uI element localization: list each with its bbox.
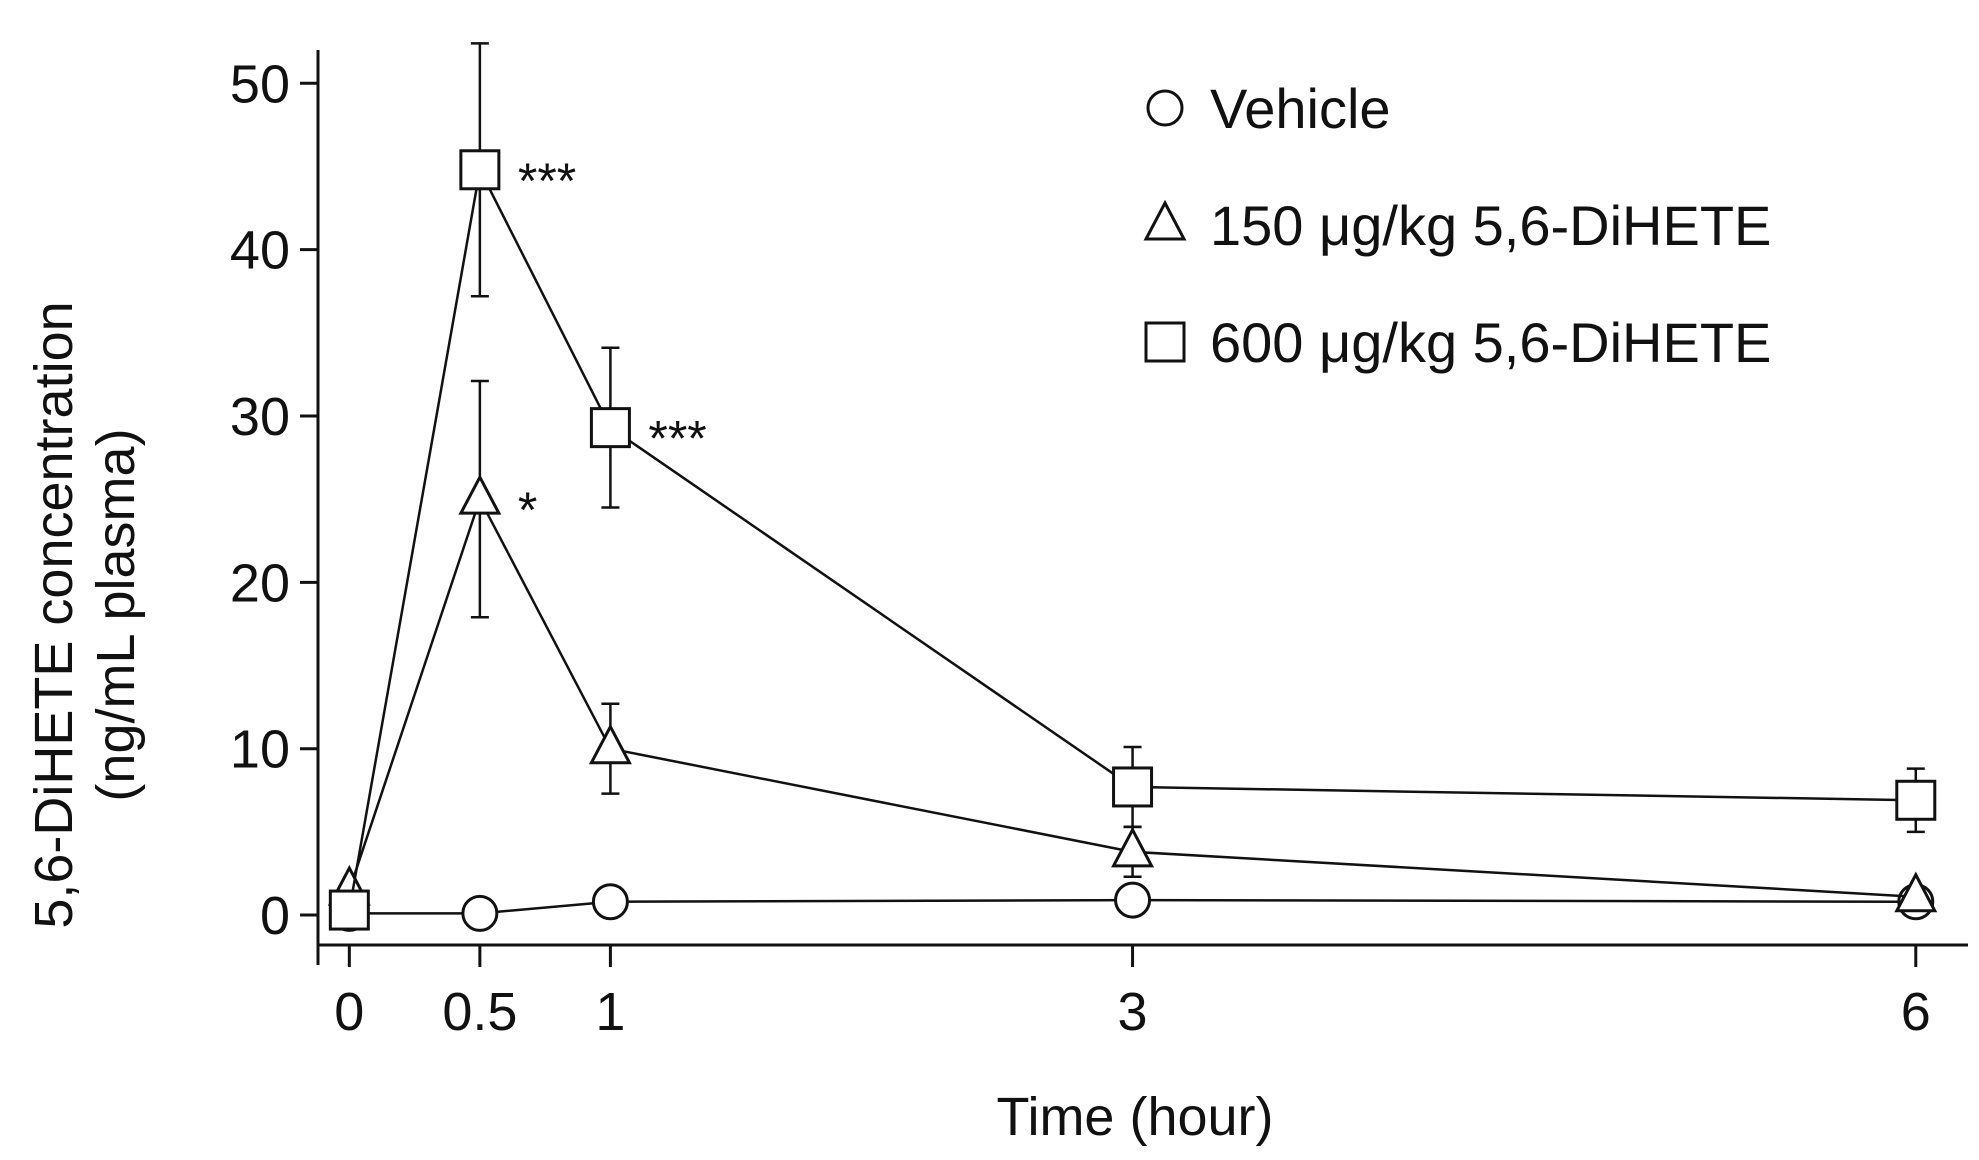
data-point-triangle	[588, 723, 632, 765]
y-tick-label: 10	[230, 720, 290, 780]
data-point-square	[459, 149, 501, 191]
data-point-square	[1895, 779, 1937, 821]
data-point-triangle	[458, 473, 502, 515]
significance-annotation: *	[518, 482, 537, 538]
series-layer	[327, 42, 1938, 932]
x-tick-label: 1	[595, 982, 625, 1042]
x-tick-label: 0.5	[442, 982, 517, 1042]
significance-annotation: ***	[648, 411, 706, 467]
significance-annotation: ***	[518, 153, 576, 209]
y-axis-title-line2: (ng/mL plasma)	[86, 428, 146, 801]
legend-marker-square	[1144, 321, 1186, 363]
legend-item: 600 μg/kg 5,6-DiHETE	[1144, 311, 1771, 374]
x-tick-label: 0	[334, 982, 364, 1042]
data-point-square	[589, 407, 631, 449]
y-tick-label: 50	[230, 54, 290, 114]
y-axis-title: 5,6-DiHETE concentration (ng/mL plasma)	[24, 301, 146, 928]
legend-marker-circle	[1146, 89, 1184, 127]
x-tick-label: 6	[1901, 982, 1931, 1042]
legend-label: Vehicle	[1210, 77, 1391, 140]
legend-label: 150 μg/kg 5,6-DiHETE	[1210, 194, 1771, 257]
data-point-triangle	[1894, 871, 1938, 913]
legend-marker-triangle	[1143, 199, 1187, 241]
data-point-circle	[591, 883, 629, 921]
data-point-circle	[1114, 881, 1152, 919]
data-point-square	[1112, 766, 1154, 808]
legend-item: 150 μg/kg 5,6-DiHETE	[1143, 194, 1771, 257]
series-circle	[330, 881, 1935, 932]
y-tick-label: 30	[230, 387, 290, 447]
y-tick-label: 20	[230, 553, 290, 613]
ticks: 0 10 20 30 40 50 0 0.5 1 3 6	[230, 54, 1931, 1042]
x-tick-label: 3	[1118, 982, 1148, 1042]
annotations: *******	[518, 153, 707, 538]
axes	[316, 50, 1968, 965]
y-tick-label: 0	[260, 886, 290, 946]
legend-label: 600 μg/kg 5,6-DiHETE	[1210, 311, 1771, 374]
series-triangle	[327, 379, 1938, 913]
data-point-triangle	[1111, 826, 1155, 868]
data-point-square	[328, 889, 370, 931]
x-axis-title: Time (hour)	[996, 1087, 1273, 1147]
legend: Vehicle 150 μg/kg 5,6-DiHETE 600 μg/kg 5,6…	[1143, 77, 1771, 374]
legend-item: Vehicle	[1146, 77, 1391, 140]
series-square	[328, 42, 1937, 931]
y-tick-label: 40	[230, 221, 290, 281]
y-axis-title-line1: 5,6-DiHETE concentration	[24, 301, 84, 928]
data-point-circle	[461, 894, 499, 932]
